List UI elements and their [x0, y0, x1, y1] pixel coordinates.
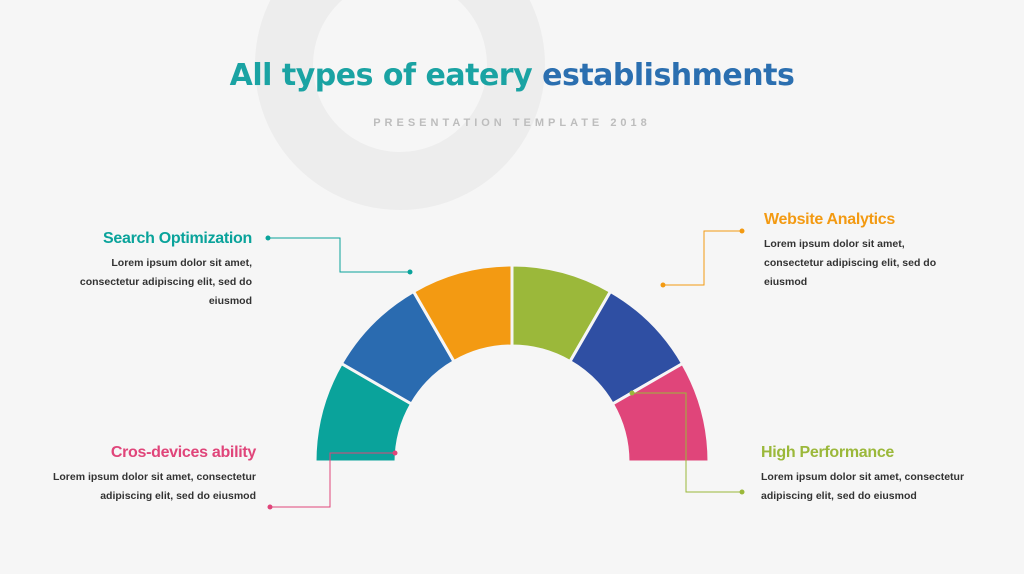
search-connector-dot [265, 235, 271, 241]
title-part-1: All types of eatery [229, 58, 533, 93]
cros-connector [270, 452, 395, 508]
page-title: All types of eatery establishments [0, 58, 1024, 93]
cros-connector-dot [267, 504, 273, 510]
website-analytics-text-3: eiusmod [764, 276, 808, 288]
cros-devices-block: Cros-devices ability Lorem ipsum dolor s… [40, 444, 256, 506]
title-part-2: establishments [542, 58, 795, 93]
website-analytics-text-2: consectetur adipiscing elit, sed do [764, 257, 937, 269]
cros-connector-dot [392, 450, 398, 456]
high-performance-title: High Performance [761, 444, 895, 461]
website-analytics-block: Website Analytics Lorem ipsum dolor sit … [764, 211, 984, 292]
high-connector-dot [629, 390, 635, 396]
website-analytics-title: Website Analytics [764, 211, 895, 228]
search-connector [268, 237, 410, 273]
cros-devices-title: Cros-devices ability [110, 444, 256, 461]
website-analytics-text-1: Lorem ipsum dolor sit amet, [764, 238, 905, 250]
search-optimization-text-3: eiusmod [208, 295, 252, 307]
high-connector [632, 392, 742, 493]
search-connector-dot [407, 269, 413, 275]
search-optimization-block: Search Optimization Lorem ipsum dolor si… [60, 230, 252, 311]
cros-devices-text-2: adipiscing elit, sed do eiusmod [100, 490, 256, 502]
search-optimization-text-1: Lorem ipsum dolor sit amet, [111, 257, 252, 269]
website-connector-dot [739, 228, 745, 234]
search-optimization-title: Search Optimization [103, 230, 252, 247]
high-performance-text-1: Lorem ipsum dolor sit amet, consectetur [761, 471, 965, 483]
pink-segment [610, 361, 711, 464]
high-connector-dot [739, 489, 745, 495]
page-subtitle: PRESENTATION TEMPLATE 2018 [373, 117, 651, 129]
high-performance-text-2: adipiscing elit, sed do eiusmod [761, 490, 917, 502]
website-connector-dot [660, 282, 666, 288]
website-connector [663, 230, 742, 286]
search-optimization-text-2: consectetur adipiscing elit, sed do [79, 276, 252, 288]
high-performance-block: High Performance Lorem ipsum dolor sit a… [761, 444, 1001, 506]
cros-devices-text-1: Lorem ipsum dolor sit amet, consectetur [52, 471, 256, 483]
